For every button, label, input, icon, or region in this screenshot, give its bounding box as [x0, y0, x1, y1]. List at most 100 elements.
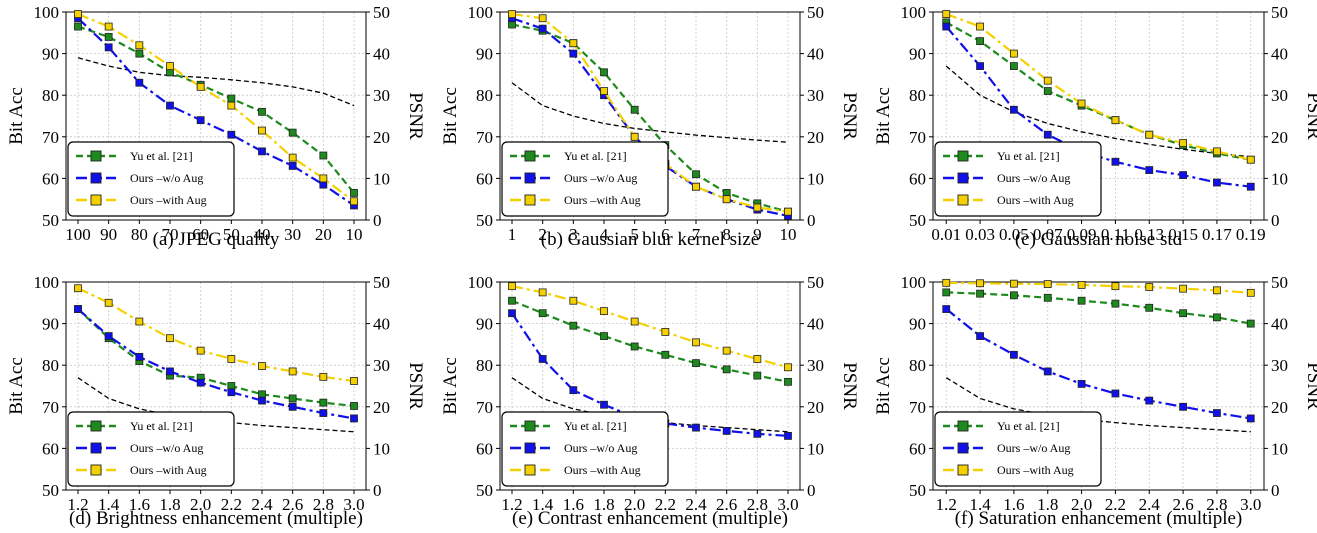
legend-label-with: Ours –with Aug [130, 463, 207, 477]
y-tick-label: 100 [901, 273, 927, 292]
x-tick-label: 8 [722, 225, 731, 244]
psnr-line [77, 57, 355, 107]
x-tick-label: 2.0 [1071, 495, 1092, 514]
data-point-yu [784, 377, 792, 386]
y2-tick-label: 10 [1271, 439, 1288, 458]
data-point-with [288, 153, 297, 162]
series-line-wo [77, 308, 355, 420]
y-tick-label: 90 [42, 45, 59, 64]
y2-tick-label: 10 [1271, 169, 1288, 188]
y-tick-label: 50 [42, 481, 59, 500]
data-point-with [258, 126, 266, 135]
data-point-with [692, 338, 700, 347]
chart-title: (b) Gaussian blur kernel size [541, 229, 759, 250]
y-tick-label: 70 [42, 398, 59, 417]
data-point-yu [976, 37, 984, 46]
x-tick-label: 9 [753, 225, 762, 244]
chart-title: (f) Saturation enhancement (multiple) [955, 508, 1243, 529]
chart-panel-6: 50 60 70 80 90 100 0 10 20 30 40 50 1.2 1.4 1.6 1.8 2.0 2… [873, 273, 1317, 529]
data-point-wo [227, 388, 236, 397]
x-tick-label: 1.6 [563, 495, 584, 514]
chart-panel-1: 50 60 70 80 90 100 0 10 20 30 40 50 100 90 80 70 60 50 40 3… [6, 3, 426, 250]
data-point-yu [1010, 62, 1018, 70]
y2-axis-label: PSNR [1303, 92, 1317, 140]
x-tick-label: 0.09 [1067, 225, 1097, 244]
data-point-yu [569, 321, 578, 330]
legend-label-yu: Yu et al. [21] [997, 419, 1060, 433]
data-point-with [508, 10, 516, 18]
data-point-with [1111, 282, 1120, 291]
data-point-wo [1043, 130, 1052, 139]
x-tick-label: 50 [223, 225, 240, 244]
x-tick-label: 2.8 [747, 495, 768, 514]
chart-title: (a) JPEG quality [153, 229, 280, 250]
y2-axis-label: PSNR [405, 362, 426, 410]
legend-swatch-marker-with [524, 194, 536, 206]
x-tick-label: 2.4 [1139, 495, 1161, 514]
plot-frame [65, 11, 367, 221]
x-tick-label: 1.8 [159, 495, 180, 514]
y-axis-label: Bit Acc [440, 357, 461, 415]
y-tick-label: 60 [909, 439, 926, 458]
data-point-with [942, 278, 951, 287]
y-axis-label: Bit Acc [873, 87, 894, 145]
legend: Yu et al. [21] Ours –w/o Aug Ours –with Au… [501, 411, 669, 487]
y2-tick-label: 20 [1271, 398, 1288, 417]
legend-label-with: Ours –with Aug [997, 463, 1074, 477]
data-point-yu [661, 350, 670, 359]
data-point-wo [538, 355, 547, 363]
y-tick-label: 50 [476, 481, 493, 500]
data-point-wo [1179, 171, 1187, 179]
data-point-yu [350, 402, 358, 410]
legend-swatch-marker-wo [524, 442, 536, 454]
y2-tick-label: 30 [1271, 86, 1288, 105]
data-point-wo [692, 423, 700, 432]
chart-title: (c) Gaussian noise std [1015, 229, 1183, 250]
x-tick-label: 3.0 [777, 495, 798, 514]
data-point-yu [1077, 296, 1086, 305]
data-point-with [1246, 155, 1255, 164]
series-line-yu [946, 291, 1251, 325]
data-point-yu [288, 128, 297, 137]
data-point-yu [753, 371, 762, 380]
x-tick-label: 0.19 [1236, 225, 1266, 244]
series-line-with [946, 281, 1251, 294]
data-point-with [135, 317, 144, 326]
data-point-yu [74, 22, 82, 31]
x-tick-label: 0.13 [1134, 225, 1164, 244]
legend-box [67, 411, 235, 487]
chart-title: (d) Brightness enhancement (multiple) [69, 508, 363, 529]
y2-tick-label: 50 [807, 3, 824, 22]
data-point-with [630, 317, 639, 326]
data-point-with [508, 282, 516, 291]
plot-frame [932, 281, 1265, 491]
y-tick-label: 50 [909, 481, 926, 500]
plot-frame [499, 11, 801, 221]
data-point-wo [1010, 105, 1018, 114]
data-point-yu [722, 365, 731, 374]
y-tick-label: 100 [34, 273, 60, 292]
y2-tick-label: 20 [373, 398, 390, 417]
y2-tick-label: 50 [373, 273, 390, 292]
data-point-wo [319, 409, 328, 417]
y2-tick-label: 0 [1271, 481, 1280, 500]
series-line-with [945, 13, 1252, 161]
data-point-yu [630, 105, 639, 114]
y2-tick-label: 50 [807, 273, 824, 292]
data-point-wo [258, 147, 266, 156]
data-point-wo [942, 22, 951, 31]
legend-label-yu: Yu et al. [21] [130, 419, 193, 433]
series-line-with [77, 287, 355, 383]
y-tick-label: 90 [42, 315, 59, 334]
x-tick-label: 2.2 [221, 495, 242, 514]
y-tick-label: 80 [909, 356, 926, 375]
y2-tick-label: 50 [373, 3, 390, 22]
series-line-yu [945, 21, 1251, 161]
data-point-yu [692, 170, 700, 179]
legend: Yu et al. [21] Ours –w/o Aug Ours –with Au… [934, 141, 1102, 217]
data-point-yu [600, 68, 608, 77]
legend-label-with: Ours –with Aug [564, 463, 641, 477]
x-tick-label: 10 [346, 225, 363, 244]
data-point-wo [976, 332, 984, 340]
data-point-with [1179, 284, 1187, 293]
